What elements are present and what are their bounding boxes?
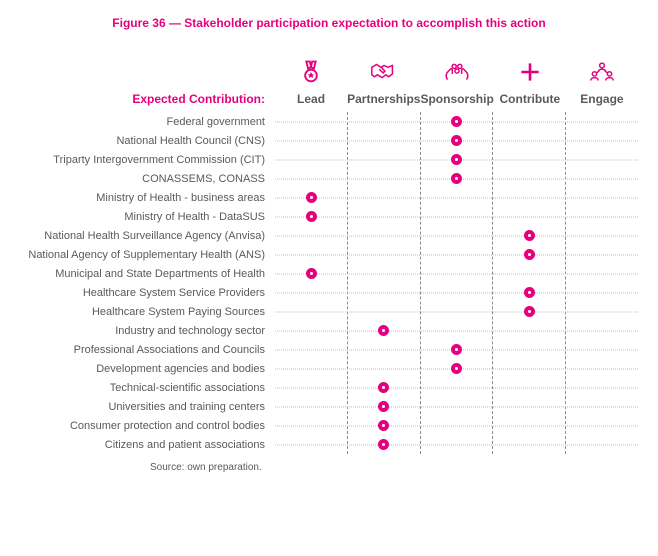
table-row: CONASSEMS, CONASS [20,169,638,188]
marker-dot [524,306,535,317]
marker-dot [306,211,317,222]
row-label: Ministry of Health - business areas [20,192,275,204]
column-label-sponsorship: Sponsorship [420,92,493,106]
row-label: Technical-scientific associations [20,382,275,394]
table-row: Universities and training centers [20,397,638,416]
marker-dot [306,268,317,279]
table-row: Development agencies and bodies [20,359,638,378]
table-row: Ministry of Health - DataSUS [20,207,638,226]
row-label: Universities and training centers [20,401,275,413]
table-row: Healthcare System Service Providers [20,283,638,302]
plus-icon [494,58,566,86]
table-row: National Health Surveillance Agency (Anv… [20,226,638,245]
marker-dot [451,363,462,374]
marker-dot [378,439,389,450]
table-row: National Agency of Supplementary Health … [20,245,638,264]
marker-dot [378,382,389,393]
row-label: Healthcare System Service Providers [20,287,275,299]
table-row: Professional Associations and Councils [20,340,638,359]
marker-dot [451,116,462,127]
table-row: Industry and technology sector [20,321,638,340]
row-label: Triparty Intergovernment Commission (CIT… [20,154,275,166]
row-label: Consumer protection and control bodies [20,420,275,432]
column-engage: Engage [566,58,638,106]
marker-dot [451,173,462,184]
row-label: Professional Associations and Councils [20,344,275,356]
row-label: Development agencies and bodies [20,363,275,375]
marker-dot [306,192,317,203]
table-row: Citizens and patient associations [20,435,638,454]
table-row: Ministry of Health - business areas [20,188,638,207]
marker-dot [451,135,462,146]
table-row: Triparty Intergovernment Commission (CIT… [20,150,638,169]
hands-icon [420,58,493,86]
marker-dot [524,230,535,241]
row-label: CONASSEMS, CONASS [20,173,275,185]
marker-dot [451,344,462,355]
marker-dot [451,154,462,165]
column-lead: Lead [275,58,347,106]
table-row: Municipal and State Departments of Healt… [20,264,638,283]
column-sponsorship: Sponsorship [420,58,493,106]
row-label: Healthcare System Paying Sources [20,306,275,318]
column-header-row: Expected Contribution: LeadPartnershipsS… [20,58,638,106]
row-label: National Health Surveillance Agency (Anv… [20,230,275,242]
marker-dot [378,401,389,412]
row-label: Citizens and patient associations [20,439,275,451]
expected-contribution-label: Expected Contribution: [20,92,275,106]
marker-dot [524,287,535,298]
row-label: Federal government [20,116,275,128]
column-partnerships: Partnerships [347,58,420,106]
row-label: National Health Council (CNS) [20,135,275,147]
table-row: Consumer protection and control bodies [20,416,638,435]
people-icon [566,58,638,86]
medal-icon [275,58,347,86]
marker-dot [378,420,389,431]
column-label-partnerships: Partnerships [347,92,420,106]
column-label-lead: Lead [275,92,347,106]
marker-dot [524,249,535,260]
column-label-engage: Engage [566,92,638,106]
table-row: National Health Council (CNS) [20,131,638,150]
row-label: Municipal and State Departments of Healt… [20,268,275,280]
row-label: Industry and technology sector [20,325,275,337]
row-label: Ministry of Health - DataSUS [20,211,275,223]
marker-dot [378,325,389,336]
row-label: National Agency of Supplementary Health … [20,249,275,261]
column-label-contribute: Contribute [494,92,566,106]
table-row: Federal government [20,112,638,131]
figure-title: Figure 36 — Stakeholder participation ex… [20,16,638,30]
chart-grid: Federal government National Health Counci… [20,112,638,454]
handshake-icon [347,58,420,86]
column-contribute: Contribute [494,58,566,106]
table-row: Healthcare System Paying Sources [20,302,638,321]
table-row: Technical-scientific associations [20,378,638,397]
source-note: Source: own preparation. [150,462,638,473]
